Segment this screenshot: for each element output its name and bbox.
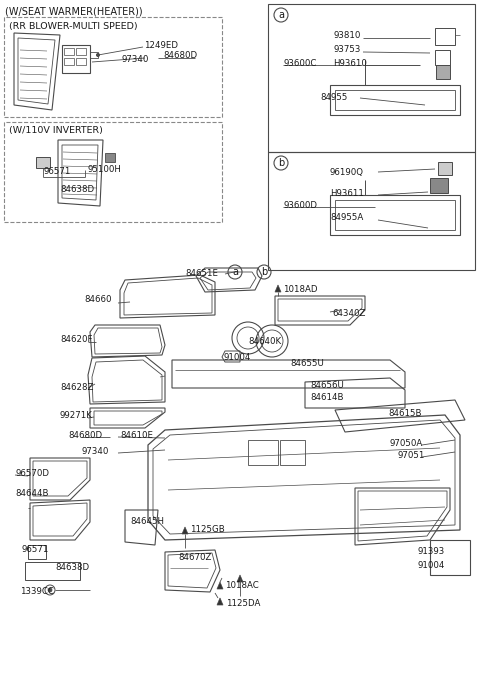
Text: 93810: 93810: [333, 30, 360, 39]
Text: 1249ED: 1249ED: [144, 41, 178, 49]
Bar: [438, 162, 452, 175]
Text: 84656U: 84656U: [310, 381, 344, 389]
Polygon shape: [217, 582, 223, 589]
Text: 1018AC: 1018AC: [225, 581, 259, 589]
Text: 97050A: 97050A: [390, 439, 423, 448]
Text: 84670Z: 84670Z: [178, 554, 211, 562]
Text: 84640K: 84640K: [248, 337, 281, 347]
Text: a: a: [232, 267, 238, 277]
Text: 84680D: 84680D: [163, 51, 197, 60]
Text: (RR BLOWER-MULTI SPEED): (RR BLOWER-MULTI SPEED): [9, 22, 138, 30]
Bar: [248, 440, 278, 465]
Text: 1125GB: 1125GB: [190, 525, 225, 535]
Text: 1339CC: 1339CC: [20, 587, 54, 596]
Bar: [4, 17, 222, 117]
Text: 91393: 91393: [418, 548, 445, 556]
Text: (W/110V INVERTER): (W/110V INVERTER): [9, 126, 103, 135]
Text: 96571: 96571: [44, 168, 72, 176]
Polygon shape: [275, 285, 281, 292]
Text: 96571: 96571: [22, 546, 49, 554]
Text: H93611: H93611: [330, 189, 364, 197]
Text: 84615B: 84615B: [388, 408, 421, 418]
Text: 84638D: 84638D: [60, 185, 94, 193]
Bar: [105, 153, 115, 162]
Bar: [36, 157, 50, 168]
Bar: [25, 562, 80, 580]
Text: 91004: 91004: [224, 354, 252, 362]
Text: 95100H: 95100H: [88, 166, 122, 174]
Text: 91004: 91004: [418, 560, 445, 569]
Text: 84628Z: 84628Z: [60, 383, 94, 393]
Text: 84651E: 84651E: [185, 270, 218, 279]
Text: 1018AD: 1018AD: [283, 285, 317, 295]
Text: a: a: [278, 10, 284, 20]
Bar: [76, 48, 86, 55]
Circle shape: [96, 53, 99, 57]
Text: 84610E: 84610E: [120, 431, 153, 441]
Bar: [4, 122, 222, 222]
Text: 84644B: 84644B: [15, 489, 48, 498]
Text: (W/SEAT WARMER(HEATER)): (W/SEAT WARMER(HEATER)): [5, 7, 143, 17]
Text: 97340: 97340: [82, 448, 109, 456]
Bar: [64, 48, 74, 55]
Text: 84955: 84955: [320, 93, 348, 103]
Text: 93600D: 93600D: [283, 201, 317, 210]
Text: 84955A: 84955A: [330, 214, 363, 222]
Text: H93610: H93610: [333, 59, 367, 68]
Text: 84660: 84660: [84, 295, 111, 304]
Polygon shape: [182, 527, 188, 534]
Text: 84620F: 84620F: [60, 335, 93, 345]
Text: 96190Q: 96190Q: [330, 168, 364, 176]
Bar: [76, 58, 86, 65]
Bar: [268, 152, 475, 270]
Polygon shape: [237, 575, 243, 582]
Bar: [268, 4, 475, 152]
Text: 97051: 97051: [398, 452, 425, 460]
Text: b: b: [261, 267, 267, 277]
Text: 84614B: 84614B: [310, 393, 344, 402]
Bar: [64, 58, 74, 65]
Text: 84655U: 84655U: [290, 360, 324, 368]
Text: 93600C: 93600C: [283, 59, 316, 68]
Bar: [280, 440, 305, 465]
Text: 84645H: 84645H: [130, 518, 164, 527]
Circle shape: [48, 588, 52, 592]
Text: 99271K: 99271K: [60, 412, 93, 420]
Text: 1125DA: 1125DA: [226, 598, 260, 608]
Text: 64340Z: 64340Z: [332, 310, 365, 318]
Text: 93753: 93753: [333, 45, 360, 55]
Text: 97340: 97340: [122, 55, 149, 64]
Text: 84638D: 84638D: [55, 564, 89, 573]
Text: 84680D: 84680D: [68, 431, 102, 441]
Bar: [430, 178, 448, 193]
Bar: [28, 545, 46, 559]
Polygon shape: [217, 598, 223, 605]
Text: b: b: [278, 158, 284, 168]
Text: 96570D: 96570D: [15, 468, 49, 477]
Bar: [436, 65, 450, 79]
